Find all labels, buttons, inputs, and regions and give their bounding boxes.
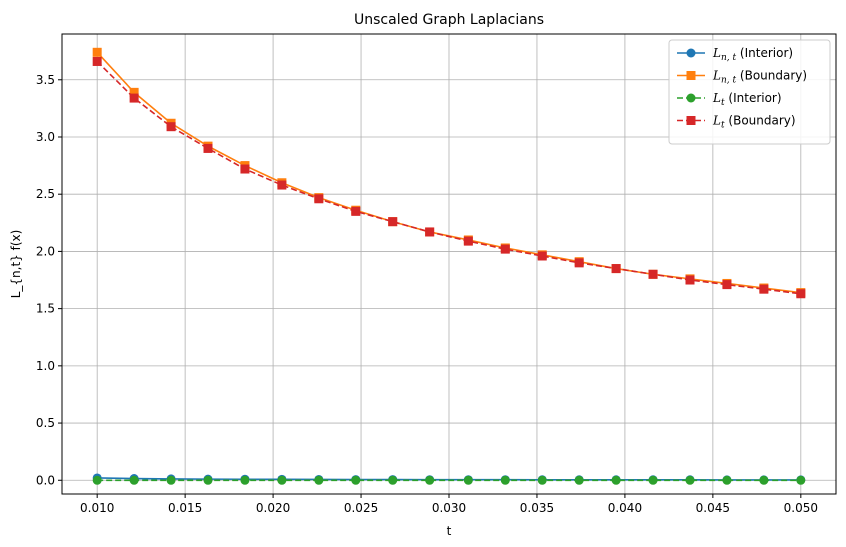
data-point	[388, 217, 398, 227]
data-point	[351, 206, 361, 216]
data-point	[240, 164, 250, 174]
data-point	[685, 275, 695, 285]
data-point	[314, 194, 324, 204]
data-point	[500, 475, 510, 485]
legend-label: Ln, t (Boundary)	[712, 69, 807, 86]
data-point	[759, 475, 769, 485]
data-point	[351, 475, 361, 485]
data-point	[388, 475, 398, 485]
data-point	[314, 475, 324, 485]
data-point	[463, 475, 473, 485]
data-point	[722, 280, 732, 290]
y-tick-label: 2.0	[36, 244, 55, 258]
data-point	[722, 475, 732, 485]
y-tick-label: 1.5	[36, 302, 55, 316]
series-line	[96, 60, 801, 295]
data-point	[203, 475, 213, 485]
legend-box	[668, 39, 831, 145]
x-axis-title: t	[447, 524, 452, 538]
legend-label: Lt (Interior)	[712, 91, 782, 108]
y-axis-title: L_{n,t} f(x)	[9, 230, 23, 299]
legend-marker	[686, 48, 696, 58]
legend-marker	[686, 116, 696, 125]
x-tick-label: 0.040	[608, 501, 642, 515]
data-point	[611, 264, 621, 274]
series-4	[92, 56, 806, 299]
data-point	[129, 93, 139, 103]
x-tick-label: 0.025	[344, 501, 378, 515]
data-point	[425, 475, 435, 485]
data-point	[166, 122, 176, 132]
y-tick-label: 3.0	[36, 130, 55, 144]
data-point	[463, 236, 473, 246]
data-point	[203, 143, 213, 153]
x-tick-label: 0.030	[432, 501, 466, 515]
data-point	[574, 475, 584, 485]
data-point	[611, 475, 621, 485]
data-point	[537, 251, 547, 261]
data-point	[759, 284, 769, 294]
data-point	[425, 227, 435, 237]
legend-label: Lt (Boundary)	[712, 114, 796, 131]
data-point	[796, 289, 806, 299]
data-point	[648, 269, 658, 279]
legend-label: Ln, t (Interior)	[712, 46, 793, 63]
grid	[62, 34, 836, 494]
x-tick-label: 0.050	[784, 501, 818, 515]
x-tick-label: 0.035	[520, 501, 554, 515]
y-tick-label: 0.5	[36, 416, 55, 430]
series-layer	[92, 47, 806, 485]
data-point	[166, 475, 176, 485]
data-point	[537, 475, 547, 485]
data-point	[129, 475, 139, 485]
series-3	[92, 475, 806, 485]
x-tick-label: 0.020	[256, 501, 290, 515]
y-tick-label: 3.5	[36, 73, 55, 87]
data-point	[277, 180, 287, 190]
legend: Ln, t (Interior) Ln, t (Boundary) Lt (Inte…	[668, 39, 831, 145]
data-point	[796, 475, 806, 485]
legend-item: Ln, t (Boundary)	[677, 69, 807, 86]
data-point	[648, 475, 658, 485]
legend-item: Ln, t (Interior)	[677, 46, 793, 63]
ticks: 0.010 0.015 0.020 0.025 0.030 0.035 0.040 0.045…	[36, 73, 818, 515]
x-tick-label: 0.015	[168, 501, 202, 515]
data-point	[685, 475, 695, 485]
y-tick-label: 0.0	[36, 473, 55, 487]
legend-item: Lt (Boundary)	[677, 114, 796, 131]
x-tick-label: 0.010	[80, 501, 114, 515]
data-point	[92, 475, 102, 485]
data-point	[277, 475, 287, 485]
data-point	[500, 244, 510, 254]
x-tick-label: 0.045	[696, 501, 730, 515]
data-point	[92, 47, 102, 57]
legend-marker	[686, 71, 696, 80]
legend-marker	[686, 93, 696, 103]
legend-item: Lt (Interior)	[677, 91, 782, 108]
data-point	[574, 258, 584, 268]
data-point	[92, 56, 102, 66]
data-point	[240, 475, 250, 485]
chart-title: Unscaled Graph Laplacians	[354, 12, 544, 28]
data-point	[129, 87, 139, 97]
y-tick-label: 1.0	[36, 359, 55, 373]
y-tick-label: 2.5	[36, 187, 55, 201]
